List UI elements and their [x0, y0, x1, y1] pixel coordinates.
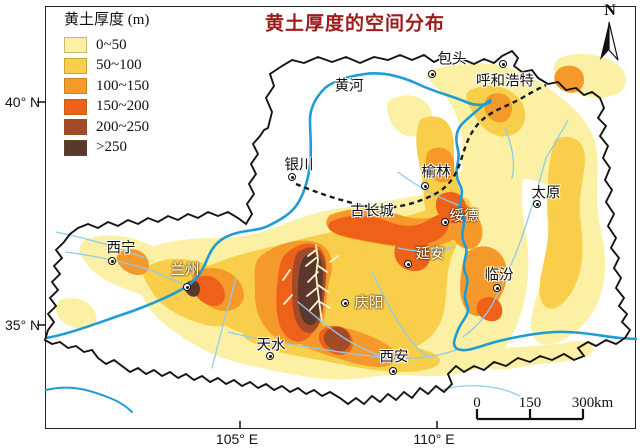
city-marker-core [110, 259, 114, 263]
city-marker [533, 200, 541, 208]
fen-river [462, 157, 547, 338]
city-marker-core [406, 262, 410, 266]
north-arrow-icon [600, 21, 619, 61]
legend-swatch [64, 139, 87, 156]
great-wall-line [295, 83, 547, 209]
city-label: 呼和浩特 [476, 73, 534, 90]
legend-item: 50~100 [64, 56, 149, 77]
wei-river [227, 331, 457, 359]
city-marker [421, 182, 429, 190]
city-marker [266, 352, 274, 360]
city-marker-core [423, 184, 427, 188]
tributary-rivers [55, 119, 569, 397]
city-marker-core [290, 175, 294, 179]
legend-rows: 0~50 50~100 100~150 150~200 200~250 >250 [64, 35, 149, 158]
city-marker [404, 260, 412, 268]
city-marker-core [495, 286, 499, 290]
city-label: 兰州 [170, 262, 200, 279]
city-label: 银川 [284, 157, 314, 174]
legend-swatch [64, 57, 87, 74]
scale-bar [475, 409, 585, 421]
feature-label: 黄河 [334, 78, 364, 95]
legend-item: 0~50 [64, 35, 149, 56]
north-arrow: N [592, 2, 628, 20]
plateau-boundary [43, 49, 632, 406]
city-label: 榆林 [421, 164, 451, 181]
scale-bar-number: 150 [518, 395, 542, 411]
lat-label: 40° N [5, 94, 41, 110]
legend-title: 黄土厚度 (m) [64, 12, 150, 28]
axis-ticks [37, 101, 438, 429]
jing-river [297, 301, 398, 364]
city-label: 延安 [415, 246, 445, 263]
legend-swatch [64, 119, 87, 136]
legend: 黄土厚度 (m) 0~50 50~100 100~150 150~200 200~250… [64, 8, 149, 158]
legend-label: 200~250 [96, 118, 150, 135]
legend-label: 0~50 [96, 36, 127, 53]
city-marker-core [391, 369, 395, 373]
lat-label: 35° N [5, 317, 41, 333]
city-label: 临汾 [484, 267, 514, 284]
legend-label: 50~100 [96, 57, 142, 74]
valley-channels [282, 244, 339, 323]
city-marker-core [535, 202, 539, 206]
huangshui-river [65, 251, 188, 287]
legend-label: >250 [96, 139, 127, 156]
city-label: 包头 [437, 51, 467, 68]
city-label: 天水 [256, 337, 286, 354]
city-marker-core [501, 62, 505, 66]
lon-label: 105° E [215, 431, 259, 447]
datong-river [55, 231, 146, 259]
legend-item: 200~250 [64, 117, 149, 138]
city-marker-core [268, 354, 272, 358]
city-marker-core [430, 72, 434, 76]
legend-swatch [64, 37, 87, 54]
city-marker [441, 218, 449, 226]
city-label: 绥德 [449, 208, 479, 225]
north-label: N [604, 2, 616, 19]
legend-item: 150~200 [64, 97, 149, 118]
city-marker [108, 257, 116, 265]
city-marker [288, 173, 296, 181]
city-marker [389, 367, 397, 375]
scale-bar-number: 300 [571, 395, 595, 411]
legend-swatch [64, 78, 87, 95]
city-marker-core [443, 220, 447, 224]
yan-river [397, 246, 456, 252]
feature-label: 古长城 [350, 203, 394, 220]
luo-river [371, 271, 434, 358]
wuding-river [397, 171, 459, 206]
legend-label: 150~200 [96, 98, 150, 115]
city-marker-core [343, 301, 347, 305]
city-marker [428, 70, 436, 78]
tao-river [211, 277, 237, 369]
lon-label: 110° E [413, 431, 455, 447]
city-marker [493, 284, 501, 292]
scale-bar-unit: km [594, 395, 614, 411]
city-label: 太原 [531, 185, 561, 202]
city-marker [341, 299, 349, 307]
city-marker [499, 60, 507, 68]
legend-swatch [64, 98, 87, 115]
city-label: 庆阳 [354, 295, 384, 312]
legend-label: 100~150 [96, 77, 150, 94]
city-label: 西宁 [106, 240, 136, 257]
city-marker-core [185, 285, 189, 289]
legend-item: >250 [64, 138, 149, 159]
city-label: 西安 [379, 349, 409, 366]
legend-item: 100~150 [64, 76, 149, 97]
city-marker [183, 283, 191, 291]
scale-bar-number: 0 [473, 395, 481, 411]
yellow-river [44, 72, 638, 413]
map-title: 黄土厚度的空间分布 [264, 13, 446, 35]
